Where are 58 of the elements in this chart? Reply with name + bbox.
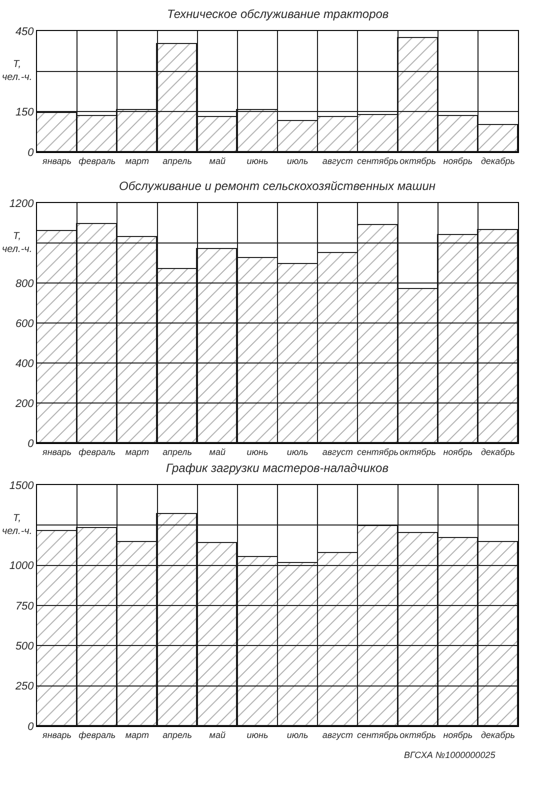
x-tick-label: ноябрь	[443, 730, 473, 740]
y-tick-label: 500	[15, 640, 35, 653]
x-tick-label: сентябрь	[356, 730, 399, 740]
x-tick-label: август	[322, 446, 354, 457]
y-tick-label: 450	[15, 26, 35, 38]
y-tick-label: 1000	[9, 560, 35, 572]
y-tick-label: 0	[28, 720, 35, 733]
y-tick-label: 150	[15, 106, 35, 119]
chart-title: Обслуживание и ремонт сельскохозяйственных машин	[119, 179, 436, 193]
x-tick-label: октябрь	[400, 156, 436, 166]
y-tick-label: 400	[15, 358, 35, 370]
x-tick-label: март	[125, 446, 150, 457]
x-tick-label: январь	[42, 446, 72, 457]
y-tick-label: 250	[14, 680, 35, 693]
x-tick-label: февраль	[78, 730, 116, 740]
x-tick-label: сентябрь	[356, 446, 399, 457]
x-tick-label: февраль	[78, 446, 116, 457]
y-axis-title: Т, чел.-ч.	[2, 59, 32, 83]
x-tick-label: июнь	[246, 446, 268, 457]
y-tick-label: 0	[28, 146, 35, 159]
x-tick-label: апрель	[162, 730, 192, 740]
text: ВГСХА №1000000025	[404, 750, 496, 760]
y-tick-label: 200	[14, 398, 35, 410]
x-tick-label: ноябрь	[443, 156, 473, 166]
x-tick-label: апрель	[162, 446, 192, 457]
x-tick-label: декабрь	[480, 446, 516, 457]
y-axis-title: Т, чел.-ч.	[2, 513, 32, 537]
x-tick-label: июнь	[246, 156, 268, 166]
x-tick-label: октябрь	[400, 730, 436, 740]
y-tick-label: 800	[15, 278, 35, 290]
chart-title: График загрузки мастеров-наладчиков	[166, 461, 388, 475]
y-tick-label: 0	[28, 438, 35, 450]
x-tick-label: январь	[42, 156, 72, 166]
x-tick-label: сентябрь	[356, 156, 399, 166]
x-tick-label: май	[209, 156, 226, 166]
y-axis-title: Т, чел.-ч.	[2, 231, 32, 255]
x-tick-label: июнь	[246, 730, 268, 740]
x-tick-label: октябрь	[400, 446, 436, 457]
y-tick-label: 600	[15, 318, 35, 330]
x-tick-label: март	[125, 156, 150, 166]
x-tick-label: май	[209, 446, 226, 457]
x-tick-label: февраль	[78, 156, 116, 166]
x-tick-label: август	[322, 156, 354, 166]
x-tick-label: апрель	[162, 156, 192, 166]
x-tick-label: март	[125, 730, 150, 740]
x-tick-label: июль	[286, 730, 308, 740]
y-tick-label: 1500	[9, 480, 35, 492]
chart-title: Техническое обслуживание тракторов	[167, 7, 389, 21]
y-tick-label: 750	[15, 600, 35, 612]
x-tick-label: август	[322, 730, 354, 740]
x-tick-label: декабрь	[480, 156, 516, 166]
x-tick-label: декабрь	[480, 730, 516, 740]
x-tick-label: май	[209, 730, 226, 740]
x-tick-label: июль	[286, 156, 308, 166]
x-tick-label: ноябрь	[443, 446, 473, 457]
x-tick-label: июль	[286, 446, 308, 457]
x-tick-label: январь	[42, 730, 72, 740]
y-tick-label: 1200	[9, 198, 35, 210]
